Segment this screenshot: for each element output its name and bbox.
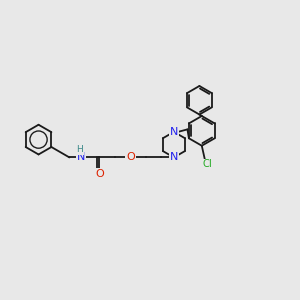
Text: O: O	[126, 152, 135, 162]
Text: Cl: Cl	[202, 159, 212, 170]
Text: N: N	[170, 152, 178, 162]
Text: N: N	[170, 127, 178, 137]
Text: H: H	[76, 146, 83, 154]
Text: O: O	[95, 169, 104, 179]
Text: N: N	[77, 152, 85, 162]
